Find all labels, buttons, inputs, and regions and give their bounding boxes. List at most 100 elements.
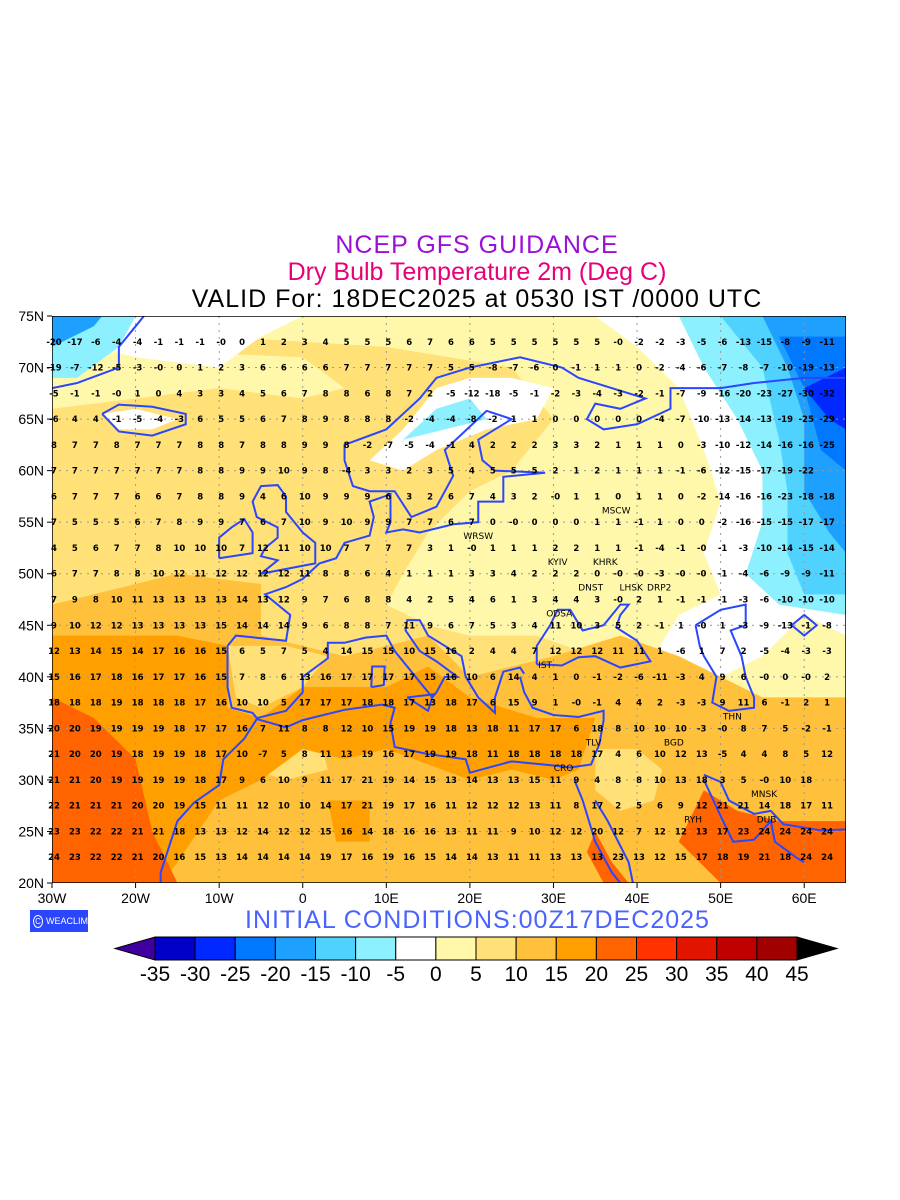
grid-value: -8 — [488, 364, 498, 374]
grid-value: -19 — [778, 415, 793, 425]
grid-value: 1 — [532, 544, 538, 554]
grid-value: -2 — [363, 441, 373, 451]
grid-value: -17 — [757, 467, 772, 477]
grid-value: 7 — [114, 467, 120, 477]
grid-value: 6 — [281, 364, 287, 374]
grid-value: -16 — [736, 518, 751, 528]
grid-value: 6 — [239, 647, 245, 657]
grid-value: 20 — [69, 724, 81, 734]
grid-value: -5 — [697, 338, 707, 348]
grid-value: -6 — [697, 467, 707, 477]
grid-value: 1 — [594, 492, 600, 502]
grid-value: 8 — [344, 415, 350, 425]
grid-value: 4 — [553, 596, 559, 606]
grid-value: 5 — [615, 621, 621, 631]
grid-value: 10 — [153, 570, 165, 580]
grid-value: 5 — [490, 467, 496, 477]
grid-value: 11 — [550, 621, 562, 631]
grid-value: 0 — [573, 518, 579, 528]
grid-value: -0 — [697, 570, 707, 580]
grid-value: 8 — [176, 518, 182, 528]
grid-value: 15 — [424, 853, 436, 863]
grid-value: 11 — [132, 596, 144, 606]
grid-value: 23 — [612, 853, 624, 863]
grid-value: 7 — [364, 544, 370, 554]
grid-value: 1 — [260, 338, 266, 348]
grid-value: 13 — [633, 853, 645, 863]
grid-value: 0 — [615, 492, 621, 502]
grid-value: 3 — [511, 621, 517, 631]
grid-value: 7 — [406, 389, 412, 399]
grid-value: 7 — [720, 647, 726, 657]
grid-value: -5 — [112, 364, 122, 374]
grid-value: -4 — [655, 544, 665, 554]
grid-value: 7 — [93, 441, 99, 451]
grid-value: 2 — [573, 570, 579, 580]
grid-value: 3 — [302, 338, 308, 348]
grid-value: -19 — [799, 364, 814, 374]
grid-value: 18 — [717, 853, 729, 863]
grid-value: 6 — [364, 570, 370, 580]
grid-value: -8 — [822, 621, 832, 631]
lat-label: 35N — [18, 720, 44, 736]
grid-value: 7 — [239, 673, 245, 683]
grid-value: 7 — [469, 621, 475, 631]
grid-value: -25 — [819, 441, 834, 451]
grid-value: 12 — [173, 570, 185, 580]
grid-value: 3 — [594, 621, 600, 631]
grid-value: -13 — [736, 338, 751, 348]
grid-value: 1 — [615, 544, 621, 554]
grid-value: 4 — [72, 415, 78, 425]
grid-value: 19 — [403, 724, 415, 734]
grid-value: 20 — [153, 853, 165, 863]
grid-value: 19 — [90, 724, 102, 734]
grid-value: 11 — [508, 853, 520, 863]
grid-value: 5 — [782, 724, 788, 734]
grid-value: 4 — [532, 673, 538, 683]
grid-value: 15 — [382, 724, 394, 734]
grid-value: 18 — [529, 750, 541, 760]
grid-value: -4 — [655, 415, 665, 425]
grid-value: -17 — [819, 518, 834, 528]
grid-value: 1 — [615, 518, 621, 528]
grid-value: 19 — [445, 750, 457, 760]
grid-value: 15 — [424, 673, 436, 683]
grid-value: 0 — [636, 364, 642, 374]
grid-value: -6 — [49, 415, 59, 425]
grid-value: 1 — [615, 441, 621, 451]
grid-value: 6 — [741, 673, 747, 683]
grid-value: 1 — [406, 570, 412, 580]
grid-value: 8 — [364, 415, 370, 425]
grid-value: -5 — [509, 389, 519, 399]
grid-value: 5 — [218, 415, 224, 425]
grid-value: 2 — [427, 389, 433, 399]
grid-value: 18 — [508, 750, 520, 760]
grid-value: 5 — [448, 467, 454, 477]
grid-value: 11 — [821, 802, 833, 812]
grid-value: 19 — [361, 750, 373, 760]
grid-value: -13 — [715, 415, 730, 425]
grid-value: 16 — [361, 853, 373, 863]
grid-value: 10 — [341, 518, 353, 528]
grid-value: -1 — [91, 389, 101, 399]
grid-value: 6 — [448, 338, 454, 348]
grid-value: 16 — [341, 827, 353, 837]
grid-value: 5 — [741, 776, 747, 786]
longitude-axis: 30W 20W 10W 0 10E 20E 30E 40E 50E 60E — [38, 883, 817, 906]
grid-value: 5 — [93, 518, 99, 528]
grid-value: 12 — [591, 647, 603, 657]
grid-value: -0 — [216, 338, 226, 348]
grid-value: 13 — [173, 596, 185, 606]
grid-value: 8 — [197, 467, 203, 477]
grid-value: -5 — [49, 389, 59, 399]
station-label: DNST — [578, 584, 603, 594]
grid-value: -1 — [70, 389, 80, 399]
grid-value: 7 — [51, 467, 57, 477]
grid-value: 13 — [696, 750, 708, 760]
grid-value: 6 — [448, 621, 454, 631]
grid-value: -7 — [760, 364, 770, 374]
grid-value: 20 — [591, 827, 603, 837]
grid-value: 8 — [197, 441, 203, 451]
grid-value: 9 — [323, 415, 329, 425]
grid-value: 11 — [278, 724, 290, 734]
